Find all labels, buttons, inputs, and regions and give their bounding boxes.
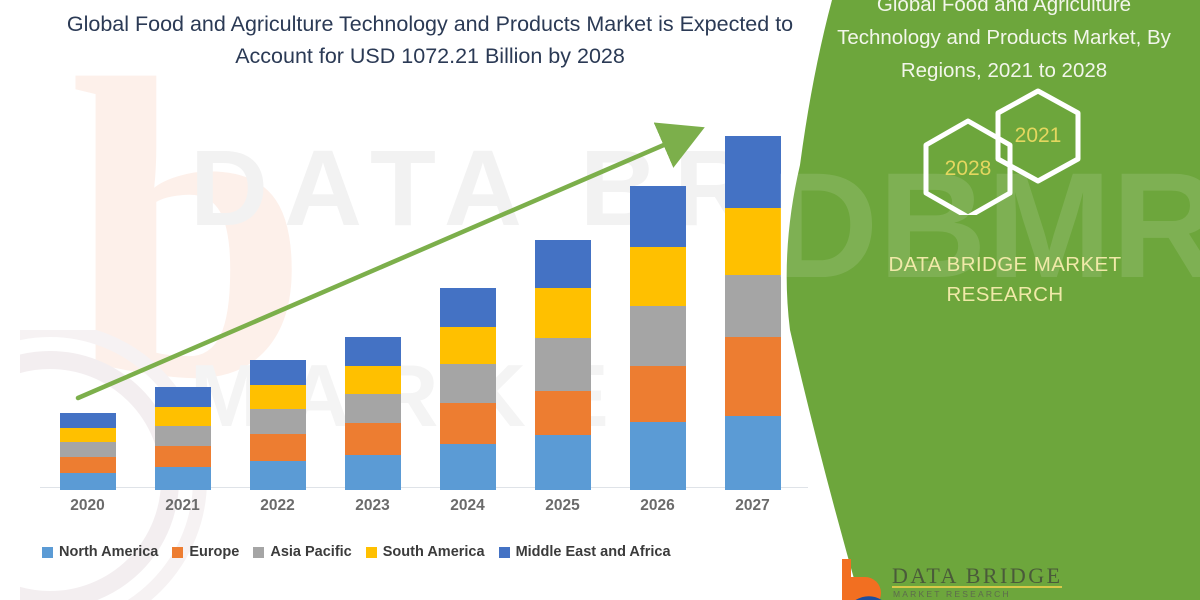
bar-2022 [249, 360, 306, 490]
x-axis-tick-2023: 2023 [355, 497, 390, 514]
legend-label: North America [59, 544, 159, 560]
bar-segment [154, 425, 211, 446]
legend-item[interactable]: Europe [172, 544, 239, 560]
legend-label: Europe [189, 544, 240, 560]
bar-segment [344, 337, 401, 366]
hexagon-year-2028: 2028 [944, 157, 992, 180]
data-bridge-logo: DATA BRIDGE MARKET RESEARCH [840, 555, 1140, 600]
legend-item[interactable]: North America [42, 544, 158, 560]
bar-segment [439, 444, 496, 490]
x-axis-tick-2025: 2025 [545, 497, 580, 514]
axis-baseline [40, 487, 808, 488]
legend-item[interactable]: Asia Pacific [253, 544, 352, 560]
bar-segment [724, 136, 781, 208]
bar-segment [724, 415, 781, 490]
hexagon-year-2021: 2021 [1014, 124, 1062, 147]
bar-segment [439, 327, 496, 364]
hexagon-2021-shape [995, 88, 1081, 184]
x-axis-tick-2027: 2027 [735, 497, 770, 514]
bar-segment [534, 391, 591, 435]
legend-label: Middle East and Africa [515, 544, 671, 560]
bar-segment [249, 360, 306, 385]
bar-segment [534, 435, 591, 490]
bar-segment [249, 461, 306, 490]
bar-segment [154, 387, 211, 407]
bar-segment [344, 394, 401, 423]
bar-2020 [59, 413, 116, 490]
legend-label: Asia Pacific [270, 544, 352, 560]
bar-segment [59, 442, 116, 457]
bar-segment [344, 366, 401, 394]
legend-swatch-icon [498, 546, 510, 558]
bar-segment [249, 434, 306, 461]
logo-wordmark: DATA BRIDGE [892, 563, 1063, 588]
chart-plot-area [40, 110, 800, 490]
bar-2025 [534, 240, 591, 490]
legend-swatch-icon [365, 546, 377, 558]
bar-2024 [439, 288, 496, 490]
logo-divider [892, 586, 1062, 588]
panel-watermark: DBMR [770, 141, 1200, 309]
x-axis-tick-2020: 2020 [70, 497, 105, 514]
logo-tagline: MARKET RESEARCH [893, 589, 1011, 599]
panel-brand-name: DATA BRIDGE MARKET RESEARCH [888, 253, 1122, 306]
chart-title: Global Food and Agriculture Technology a… [66, 12, 794, 68]
x-axis-tick-2022: 2022 [260, 497, 295, 514]
bar-segment [534, 288, 591, 338]
bar-segment [629, 186, 686, 247]
bar-segment [439, 364, 496, 403]
bar-segment [344, 423, 401, 455]
bar-segment [724, 275, 781, 337]
legend-swatch-icon [172, 546, 184, 558]
logo-mark-icon [842, 559, 882, 600]
bar-segment [154, 466, 211, 490]
chart-legend: North America Europe Asia Pacific South Ame… [42, 540, 802, 564]
hexagon-group: 2021 2028 [910, 85, 1110, 215]
bar-segment [154, 406, 211, 426]
legend-swatch-icon [253, 546, 265, 558]
x-axis-tick-2024: 2024 [450, 497, 485, 514]
bar-segment [629, 306, 686, 366]
bar-segment [724, 337, 781, 416]
bar-segment [59, 473, 116, 490]
bar-segment [59, 428, 116, 442]
bar-segment [59, 413, 116, 428]
bar-segment [59, 457, 116, 473]
bar-segment [154, 445, 211, 467]
bar-segment [249, 409, 306, 434]
x-axis-labels: 2020 2021 2022 2023 2024 2025 2026 2027 [40, 497, 800, 525]
x-axis-tick-2026: 2026 [640, 497, 675, 514]
bar-2027 [724, 136, 781, 490]
legend-item[interactable]: Middle East and Africa [498, 544, 671, 560]
bar-segment [534, 338, 591, 391]
bar-segment [724, 208, 781, 275]
hexagon-2028-shape [923, 118, 1013, 215]
bar-segment [629, 247, 686, 306]
bar-segment [629, 421, 686, 490]
bar-segment [629, 365, 686, 422]
right-green-panel: DBMR Global Food and Agriculture Technol… [760, 0, 1200, 600]
bar-segment [249, 385, 306, 409]
bar-segment [534, 240, 591, 288]
bar-segment [439, 288, 496, 327]
bar-segment [439, 403, 496, 444]
x-axis-tick-2021: 2021 [165, 497, 200, 514]
legend-swatch-icon [42, 546, 53, 558]
bar-segment [344, 455, 401, 490]
panel-title: Global Food and Agriculture Technology a… [837, 0, 1171, 82]
bar-2021 [154, 387, 211, 490]
legend-item[interactable]: South America [365, 544, 485, 560]
bar-2023 [344, 337, 401, 490]
bar-2026 [629, 186, 686, 490]
legend-label: South America [382, 544, 485, 560]
